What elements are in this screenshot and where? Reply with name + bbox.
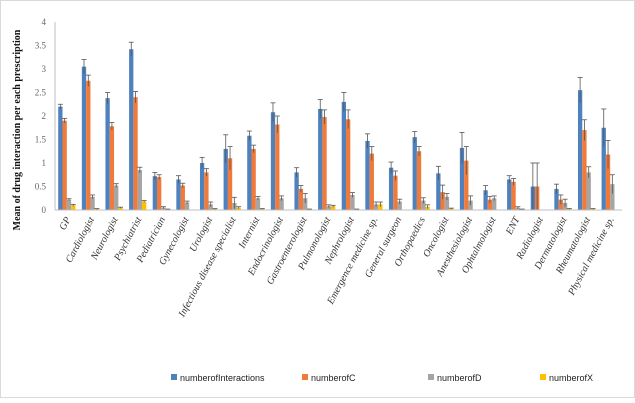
bar: [90, 197, 94, 210]
legend-swatch: [171, 374, 177, 380]
bar: [346, 119, 350, 210]
bar: [322, 117, 326, 210]
bar: [578, 90, 582, 210]
bar: [181, 186, 185, 210]
bar: [110, 126, 114, 210]
bar: [389, 168, 393, 210]
y-tick-label: 3: [42, 64, 47, 74]
bar: [271, 112, 275, 210]
y-tick-label: 3.5: [35, 41, 47, 51]
bar: [105, 98, 109, 210]
bar: [417, 151, 421, 210]
bar: [318, 109, 322, 210]
bar: [86, 81, 90, 210]
bar: [142, 202, 146, 210]
bar: [200, 163, 204, 210]
bar: [582, 130, 586, 210]
y-tick-label: 0.5: [35, 182, 47, 192]
bar: [153, 176, 157, 210]
y-tick-label: 1.5: [35, 135, 47, 145]
bar: [133, 97, 137, 210]
bar: [294, 172, 298, 210]
y-axis-label: Mean of drug interaction per each prescr…: [12, 29, 23, 230]
y-tick-label: 4: [42, 17, 47, 27]
legend-swatch: [302, 374, 308, 380]
bar: [393, 176, 397, 210]
bar: [275, 124, 279, 210]
legend-label: numberofD: [437, 373, 482, 383]
bar: [342, 102, 346, 210]
bar: [114, 186, 118, 210]
legend-swatch: [540, 374, 546, 380]
bar: [63, 121, 67, 210]
bar: [129, 49, 133, 210]
legend-label: numberofX: [549, 373, 593, 383]
bar: [204, 172, 208, 210]
y-tick-label: 2.5: [35, 88, 47, 98]
bar: [247, 136, 251, 210]
y-tick-label: 2: [42, 111, 47, 121]
bar: [82, 67, 86, 210]
legend-label: numberofC: [311, 373, 356, 383]
bar: [58, 107, 62, 210]
bar: [370, 154, 374, 210]
bar: [157, 177, 161, 210]
legend-label: numberofInteractions: [180, 373, 265, 383]
bar: [413, 137, 417, 210]
bar: [507, 179, 511, 210]
y-tick-label: 0: [42, 205, 47, 215]
bar: [252, 149, 256, 210]
bar: [511, 182, 515, 210]
legend-swatch: [428, 374, 434, 380]
y-tick-label: 1: [42, 158, 47, 168]
bar: [176, 179, 180, 210]
bar: [365, 141, 369, 210]
bar: [67, 200, 71, 210]
bar: [138, 170, 142, 210]
